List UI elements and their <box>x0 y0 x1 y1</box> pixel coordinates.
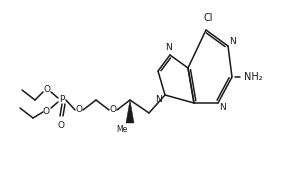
Text: N: N <box>154 94 161 103</box>
Text: Cl: Cl <box>203 13 213 23</box>
Text: O: O <box>110 106 116 115</box>
Text: O: O <box>43 85 51 94</box>
Text: O: O <box>76 106 82 115</box>
Text: N: N <box>165 43 171 52</box>
Text: P: P <box>59 95 65 104</box>
Text: N: N <box>230 37 236 45</box>
Text: N: N <box>220 102 226 112</box>
Text: NH₂: NH₂ <box>244 72 263 82</box>
Text: O: O <box>57 121 64 130</box>
Text: O: O <box>43 107 49 116</box>
Polygon shape <box>126 100 134 123</box>
Text: Me: Me <box>116 125 128 134</box>
